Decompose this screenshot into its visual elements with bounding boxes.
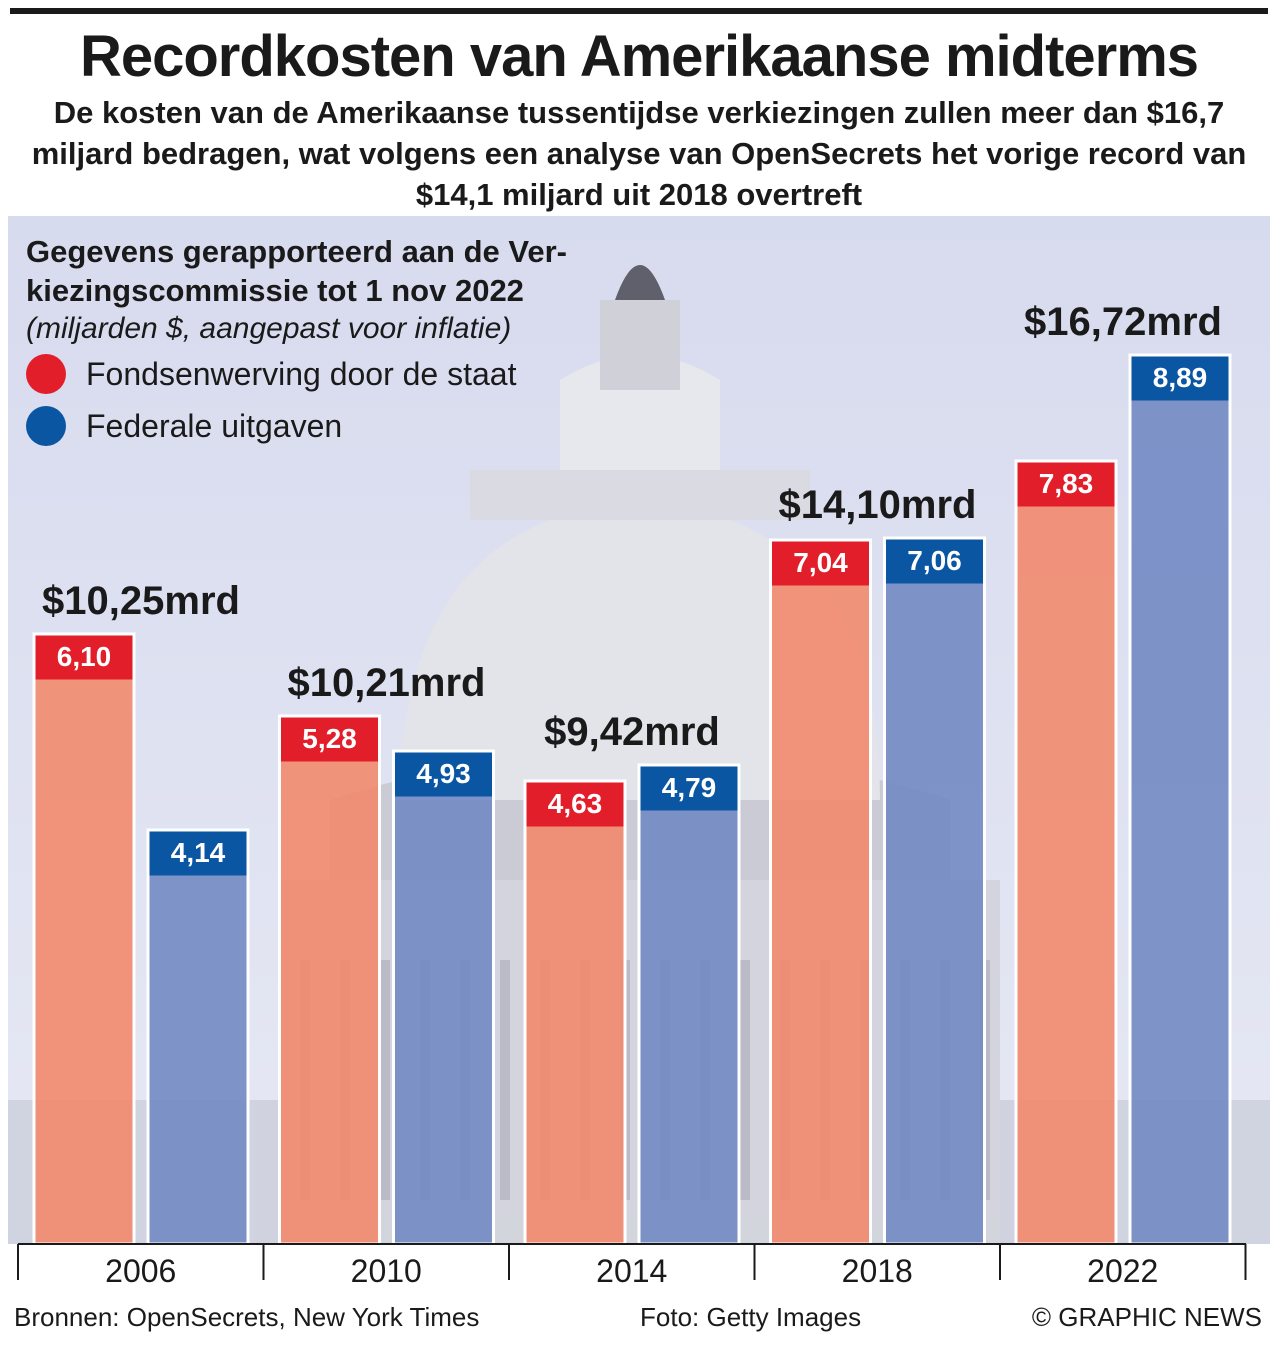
total-label-2006: $10,25mrd <box>42 579 240 623</box>
bar-label-box-state-2014 <box>526 782 624 827</box>
x-tick-label-2022: 2022 <box>1087 1253 1158 1289</box>
total-label-2010: $10,21mrd <box>288 661 486 705</box>
photo-credit: Foto: Getty Images <box>640 1302 862 1332</box>
bar-label-box-state-2010 <box>281 717 378 762</box>
x-tick-label-2010: 2010 <box>351 1253 422 1289</box>
legend-label-state: Fondsenwerving door de staat <box>86 355 517 392</box>
bar-federal-2018 <box>883 536 986 1246</box>
legend-units-note: (miljarden $, aangepast voor inflatie) <box>26 312 512 345</box>
copyright: © GRAPHIC NEWS <box>1031 1302 1262 1332</box>
bar-federal-2014 <box>637 763 741 1246</box>
bar-federal-2010 <box>392 749 495 1246</box>
legend: Gegevens gerapporteerd aan de Ver- kiezi… <box>26 232 616 452</box>
chart-subtitle: De kosten van de Amerikaanse tussentijds… <box>31 95 1247 212</box>
bar-label-box-federal-2014 <box>640 766 738 811</box>
legend-heading-line-2: kiezingscommissie tot 1 nov 2022 <box>26 273 524 308</box>
blue-circle-icon <box>26 406 66 446</box>
legend-label-federal: Federale uitgaven <box>86 407 343 444</box>
bar-label-box-federal-2010 <box>395 752 492 797</box>
data-label-federal-2006: 4,14 <box>171 837 226 868</box>
bar-label-box-federal-2018 <box>886 539 983 584</box>
data-label-federal-2014: 4,79 <box>662 772 717 803</box>
bar-label-box-state-2006 <box>35 635 133 680</box>
data-label-state-2018: 7,04 <box>793 547 848 578</box>
bar-federal-2022 <box>1128 353 1232 1246</box>
bar-state-2006 <box>32 632 136 1246</box>
legend-heading-line-1: Gegevens gerapporteerd aan de Ver- <box>26 234 567 269</box>
bar-state-2022 <box>1014 459 1118 1246</box>
legend-item-federal: Federale uitgaven <box>26 400 616 452</box>
bar-label-box-state-2022 <box>1017 462 1115 507</box>
chart-title: Recordkosten van Amerikaanse midterms <box>79 24 1199 89</box>
data-label-state-2022: 7,83 <box>1039 468 1094 499</box>
bar-state-2018 <box>769 538 872 1246</box>
bar-label-box-federal-2006 <box>149 831 247 876</box>
legend-item-state: Fondsenwerving door de staat <box>26 348 616 400</box>
bar-state-2010 <box>278 714 381 1246</box>
data-label-state-2014: 4,63 <box>548 788 603 819</box>
data-label-federal-2018: 7,06 <box>907 545 962 576</box>
total-label-2014: $9,42mrd <box>544 710 720 754</box>
x-tick-label-2018: 2018 <box>842 1253 913 1289</box>
data-label-state-2010: 5,28 <box>302 723 357 754</box>
bar-label-box-state-2018 <box>772 541 869 586</box>
bar-state-2014 <box>523 779 627 1246</box>
data-label-state-2006: 6,10 <box>57 641 112 672</box>
source-credit: Bronnen: OpenSecrets, New York Times <box>14 1302 480 1332</box>
x-tick-label-2014: 2014 <box>596 1253 667 1289</box>
red-circle-icon <box>26 354 66 394</box>
data-label-federal-2022: 8,89 <box>1153 362 1208 393</box>
total-label-2018: $14,10mrd <box>779 483 977 527</box>
bar-federal-2006 <box>146 828 250 1246</box>
bar-label-box-federal-2022 <box>1131 356 1229 401</box>
top-rule <box>10 8 1268 14</box>
total-label-2022: $16,72mrd <box>1024 300 1222 344</box>
data-label-federal-2010: 4,93 <box>416 758 471 789</box>
x-tick-label-2006: 2006 <box>105 1253 176 1289</box>
